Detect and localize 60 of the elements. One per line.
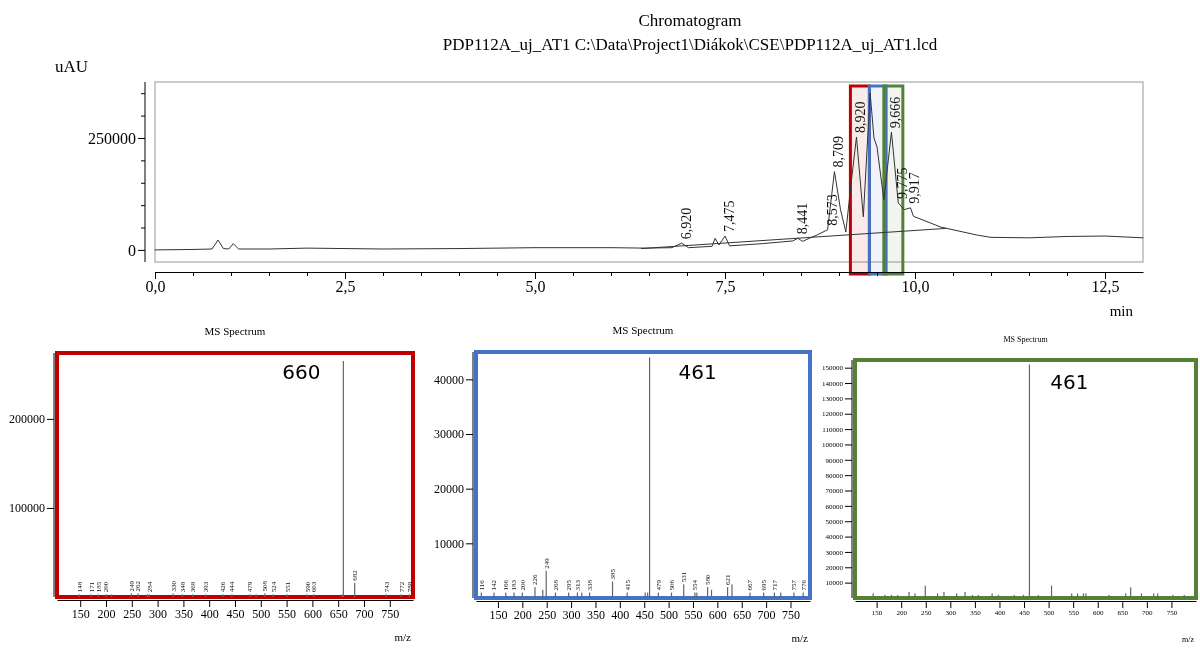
x-axis-title: m/z <box>394 631 412 643</box>
x-axis-title: m/z <box>791 632 809 644</box>
chart-subtitle: PDP112A_uj_AT1 C:\Data\Project1\Diákok\CSE\PDP112A_uj_AT1.lcd <box>442 35 938 54</box>
x-tick-label: 750 <box>381 606 400 621</box>
x-tick-label: 750 <box>782 607 800 622</box>
annotation: 461 <box>678 360 717 385</box>
x-tick-label: 550 <box>684 607 703 622</box>
x-tick-label: 200 <box>513 607 532 622</box>
x-tick-label: 10,0 <box>901 278 930 296</box>
x-tick-label: 250 <box>538 607 557 622</box>
x-tick-label: 550 <box>278 606 297 621</box>
x-tick-label: 12,5 <box>1091 278 1120 296</box>
x-tick-label: 2,5 <box>335 278 356 296</box>
x-tick-label: 600 <box>303 606 322 621</box>
x-tick-label: 250 <box>123 606 142 621</box>
y-tick-label: 100000 <box>9 501 45 516</box>
x-tick-label: 350 <box>174 606 193 621</box>
x-tick-label: 150 <box>71 606 90 621</box>
y-axis-title: uAU <box>55 57 89 76</box>
y-tick-label: 30000 <box>434 427 464 442</box>
annotation: 461 <box>1050 369 1089 394</box>
y-tick-label: 20000 <box>434 482 464 497</box>
chart-title: MS Spectrum <box>204 325 266 337</box>
x-tick-label: 150 <box>489 607 508 622</box>
chart-title: Chromatogram <box>638 11 742 30</box>
x-tick-label: 300 <box>149 606 168 621</box>
x-tick-label: 700 <box>355 606 374 621</box>
annotation: 7,475 <box>721 200 737 233</box>
x-tick-label: 450 <box>226 606 245 621</box>
x-tick-label: 650 <box>329 606 348 621</box>
chart-title: MS Spectrum <box>1003 335 1049 344</box>
x-tick-label: 500 <box>660 607 679 622</box>
annotation: 8,920 <box>853 101 869 134</box>
chart-title: MS Spectrum <box>612 324 674 336</box>
x-axis-title: m/z <box>1182 635 1195 644</box>
x-tick-label: 700 <box>757 607 776 622</box>
y-tick-label: 10000 <box>434 536 464 551</box>
annotation: 8,441 <box>794 202 810 235</box>
x-tick-label: 400 <box>200 606 219 621</box>
annotation: 660 <box>282 360 321 385</box>
y-tick-label: 200000 <box>9 412 45 427</box>
annotation: 8,573 <box>824 194 840 226</box>
x-tick-label: 400 <box>611 607 630 622</box>
x-tick-label: 500 <box>252 606 271 621</box>
annotation: 9,666 <box>888 96 904 129</box>
y-tick-label: 0 <box>128 241 136 259</box>
y-tick-label: 40000 <box>434 372 464 387</box>
x-tick-label: 350 <box>586 607 605 622</box>
annotation: 8,709 <box>831 136 847 168</box>
x-tick-label: 300 <box>562 607 581 622</box>
x-tick-label: 600 <box>708 607 727 622</box>
x-tick-label: 7,5 <box>715 278 736 296</box>
x-axis-title: min <box>1109 303 1134 319</box>
x-tick-label: 0,0 <box>145 278 166 296</box>
x-tick-label: 450 <box>635 607 654 622</box>
x-tick-label: 5,0 <box>525 278 546 296</box>
x-tick-label: 200 <box>97 606 116 621</box>
annotation: 6,920 <box>678 207 694 240</box>
y-tick-label: 250000 <box>88 129 136 147</box>
x-tick-label: 650 <box>733 607 752 622</box>
